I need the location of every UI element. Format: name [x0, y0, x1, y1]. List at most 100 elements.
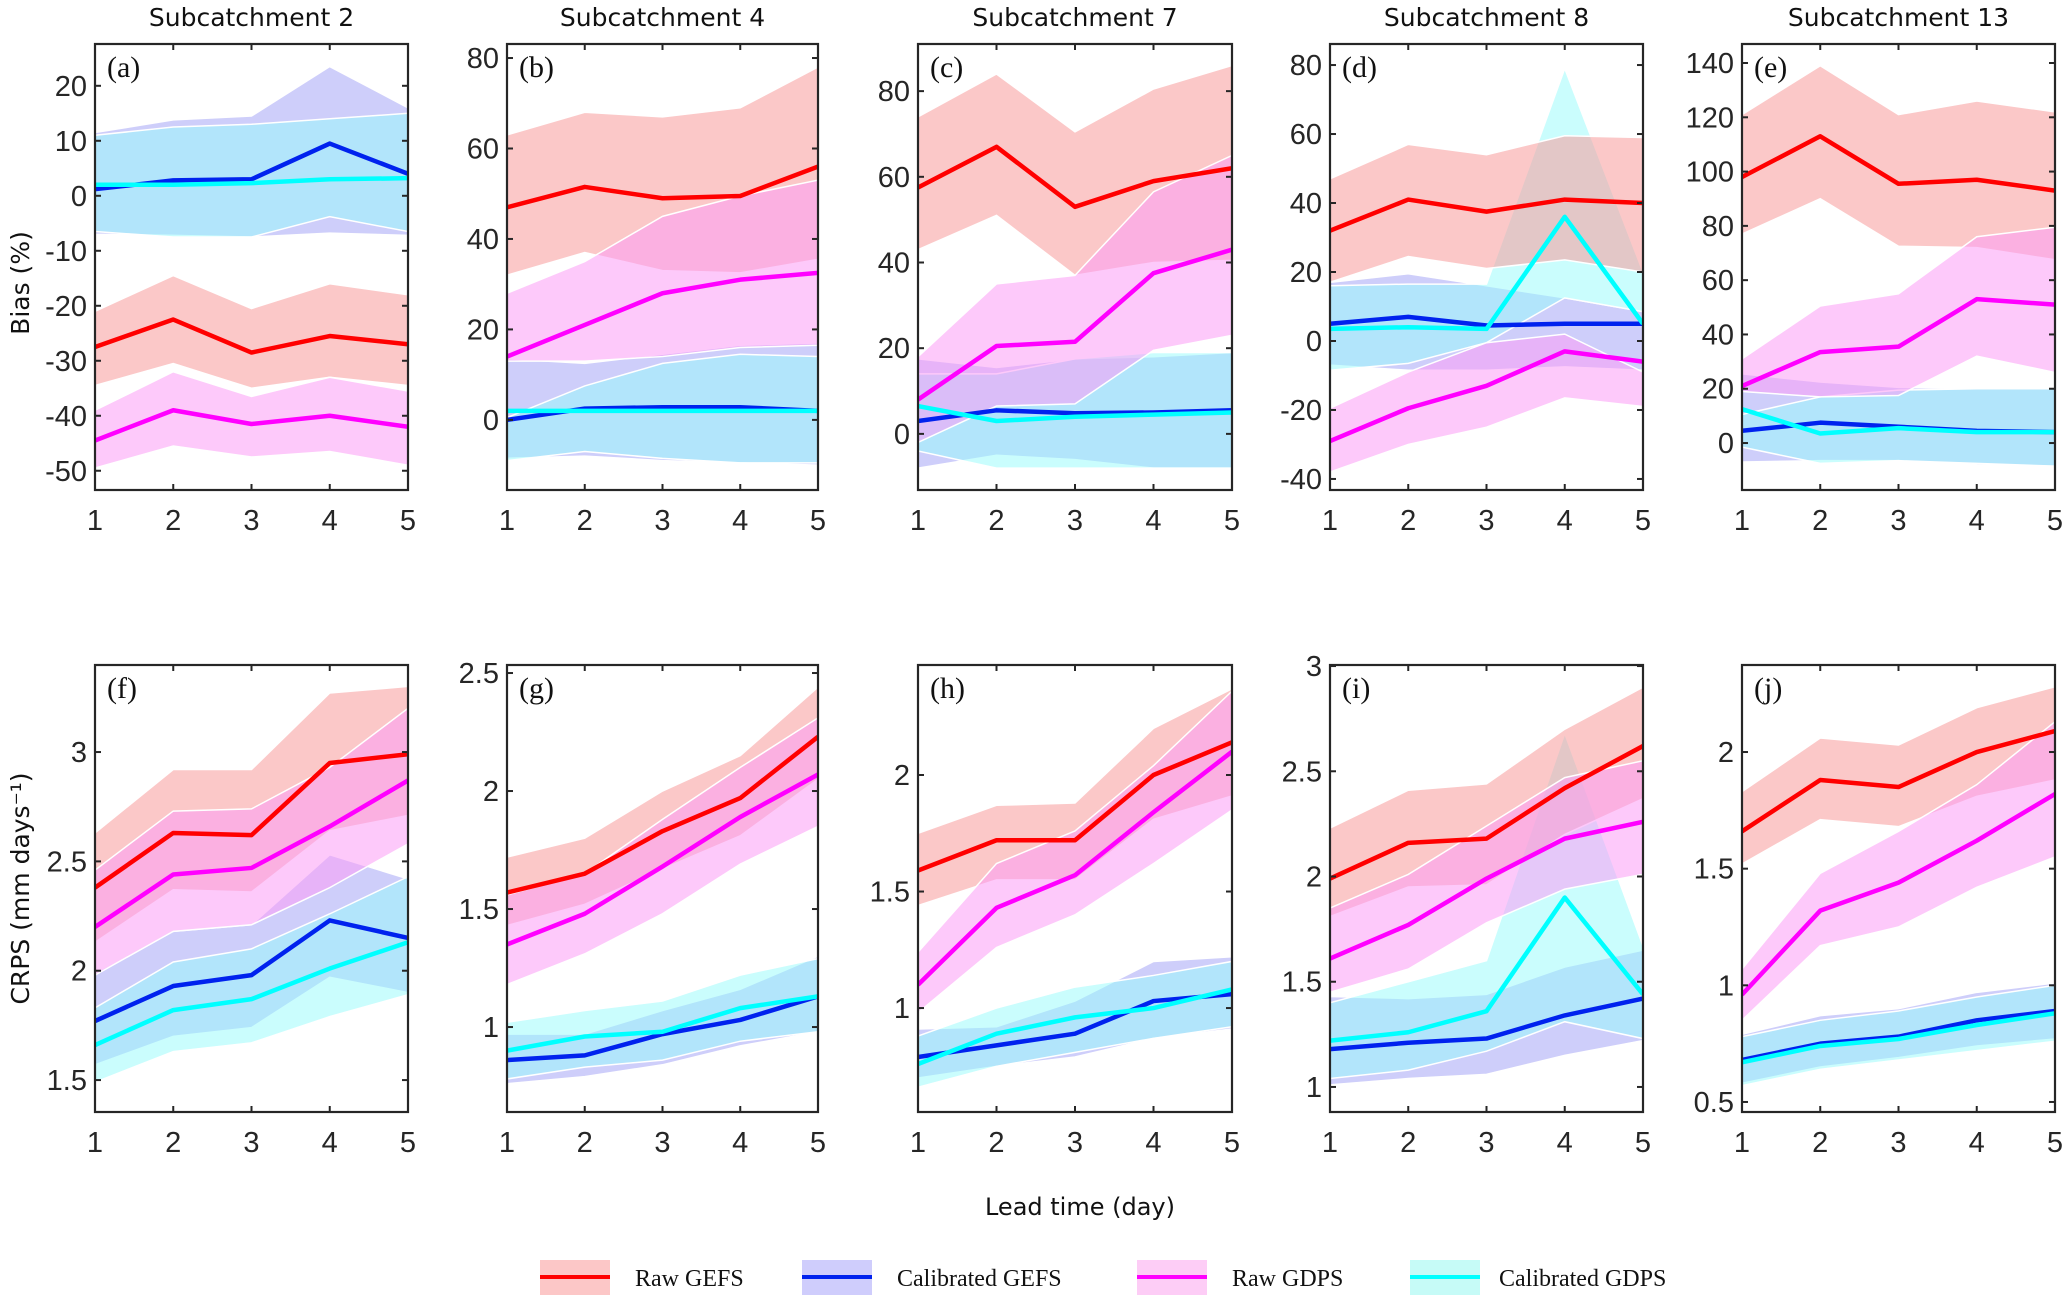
panel-letter: (b)	[519, 51, 554, 84]
panel-letter: (d)	[1342, 51, 1377, 84]
y-tick-label: -40	[1280, 464, 1322, 496]
y-tick-label: 2.5	[1282, 756, 1322, 788]
panel-letter: (g)	[519, 672, 554, 705]
x-tick-label: 5	[2047, 505, 2063, 537]
x-tick-label: 4	[1557, 505, 1573, 537]
median-line-raw-gefs	[918, 144, 1232, 210]
median-line-raw-gdps	[1742, 296, 2055, 389]
median-line-cal-gefs	[918, 991, 1232, 1060]
band-raw-gefs	[95, 274, 408, 390]
y-tick-label: 40	[1702, 319, 1734, 351]
y-tick-label: 2	[71, 956, 87, 988]
x-tick-label: 4	[1969, 1127, 1985, 1159]
x-tick-label: 2	[577, 505, 593, 537]
x-tick-label: 2	[1812, 505, 1828, 537]
y-axis-label: Bias (%)	[6, 231, 35, 335]
median-line-cal-gdps	[918, 987, 1232, 1067]
y-tick-label: 40	[878, 248, 910, 280]
x-tick-label: 1	[1322, 1127, 1338, 1159]
x-tick-label: 5	[1224, 1127, 1240, 1159]
band-cal-gdps	[507, 957, 818, 1080]
panel-d: 1 2 3 4 5 80 60 40 20 0 -20 -40 (d)Subcatchment 8	[1280, 3, 1651, 537]
x-tick-label: 1	[1322, 505, 1338, 537]
x-tick-label: 3	[654, 505, 670, 537]
band-raw-gdps	[1742, 720, 2055, 1022]
band-cal-gdps	[95, 875, 408, 1084]
plot-area-f	[95, 685, 408, 1084]
median-line-cal-gdps	[1330, 214, 1643, 332]
median-line-cal-gdps	[1742, 406, 2055, 436]
y-tick-label: 2	[1306, 862, 1322, 894]
y-tick-label: 60	[1290, 119, 1322, 151]
panel-j: 1 2 3 4 521.510.5(j)	[1694, 663, 2063, 1159]
x-tick-label: 3	[1067, 1127, 1083, 1159]
y-tick-label: -40	[45, 401, 87, 433]
x-tick-label: 1	[910, 505, 926, 537]
x-tick-label: 5	[810, 1127, 826, 1159]
column-title: Subcatchment 2	[149, 3, 354, 32]
y-tick-label: 40	[467, 224, 499, 256]
panel-letter: (a)	[107, 51, 140, 84]
y-tick-label: -20	[1280, 395, 1322, 427]
x-tick-label: 1	[87, 1127, 103, 1159]
y-tick-label: 40	[1290, 188, 1322, 220]
x-tick-label: 5	[1635, 505, 1651, 537]
median-line-raw-gefs	[918, 740, 1232, 873]
legend-label-raw-gefs: Raw GEFS	[635, 1266, 744, 1292]
y-tick-label: 0	[1718, 428, 1734, 460]
median-line-raw-gdps	[507, 772, 818, 947]
x-tick-label: 5	[1224, 505, 1240, 537]
panel-a: 1 2 3 4 5 20 10 0 -10 -20 -30 -40 -50 (a) Subcatchment…	[6, 3, 416, 537]
y-tick-label: 2	[483, 776, 499, 808]
y-tick-label: 1.5	[870, 877, 910, 909]
legend-label-calibrated-gdps: Calibrated GDPS	[1499, 1266, 1666, 1292]
y-tick-label: 60	[467, 133, 499, 165]
band-cal-gdps	[918, 960, 1232, 1089]
column-title: Subcatchment 4	[560, 3, 765, 32]
legend-label-raw-gdps: Raw GDPS	[1232, 1266, 1343, 1292]
y-tick-label: 20	[467, 314, 499, 346]
median-line-cal-gdps	[1742, 1011, 2055, 1065]
median-line-cal-gefs	[507, 994, 818, 1063]
y-tick-label: 20	[55, 71, 87, 103]
panel-letter: (c)	[930, 51, 963, 84]
panel-h: 1 2 3 4 5 2 1.5 1 (h)	[870, 663, 1240, 1159]
plot-area-i	[1330, 686, 1643, 1086]
y-tick-label: 0	[483, 405, 499, 437]
x-tick-label: 1	[87, 505, 103, 537]
x-tick-label: 5	[400, 1127, 416, 1159]
x-tick-label: 1	[1734, 1127, 1750, 1159]
y-tick-label: 60	[878, 162, 910, 194]
y-tick-label: 2	[894, 760, 910, 792]
median-line-raw-gdps	[1742, 792, 2055, 997]
y-tick-label: 140	[1686, 48, 1734, 80]
band-raw-gefs	[918, 687, 1232, 907]
y-tick-label: 1	[483, 1012, 499, 1044]
band-cal-gdps	[95, 112, 408, 238]
y-tick-label: -10	[45, 236, 87, 268]
y-tick-label: 60	[1702, 265, 1734, 297]
y-tick-label: 2.5	[47, 846, 87, 878]
y-tick-label: -30	[45, 346, 87, 378]
band-raw-gdps	[95, 707, 408, 976]
x-tick-label: 3	[243, 1127, 259, 1159]
y-tick-label: 3	[1306, 651, 1322, 683]
panel-i: 1 2 3 4 5 3 2.5 2 1.5 1 (i)	[1282, 651, 1651, 1159]
plot-area-c	[918, 64, 1232, 469]
y-tick-label: 1	[1718, 970, 1734, 1002]
legend-item-raw-gdps: Raw GDPS	[1137, 1260, 1343, 1295]
plot-area-e	[1742, 64, 2055, 467]
plot-area-d	[1330, 66, 1643, 473]
plot-area-b	[507, 66, 818, 466]
x-tick-label: 1	[910, 1127, 926, 1159]
panel-letter: (e)	[1754, 51, 1787, 84]
y-tick-label: 0	[1306, 326, 1322, 358]
median-line-raw-gefs	[95, 317, 408, 355]
band-raw-gdps	[507, 716, 818, 986]
x-tick-label: 2	[577, 1127, 593, 1159]
y-tick-label: 80	[467, 43, 499, 75]
y-tick-label: 80	[1702, 211, 1734, 243]
band-raw-gefs	[1742, 685, 2055, 865]
median-line-raw-gefs	[507, 734, 818, 895]
y-tick-label: 1.5	[1282, 967, 1322, 999]
